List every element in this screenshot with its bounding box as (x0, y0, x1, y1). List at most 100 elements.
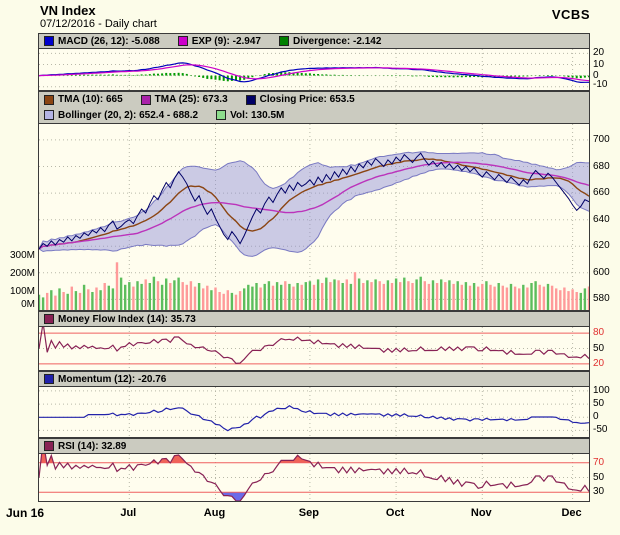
mfi-swatch (44, 314, 54, 324)
volume-axis-label: 200M (9, 268, 35, 279)
momentum-legend-text: Momentum (12): -20.76 (58, 373, 167, 385)
legend-item-tma10: TMA (10): 665 (44, 94, 123, 105)
axis-label: 580 (593, 293, 610, 305)
macd-swatch (44, 36, 54, 46)
axis-label: 660 (593, 187, 610, 199)
page-title: VN Index (40, 3, 96, 18)
closing-price-swatch (245, 94, 256, 105)
axis-label: 70 (593, 456, 605, 468)
tma25-swatch (140, 94, 151, 105)
chart-subtitle: 07/12/2016 - Daily chart (40, 18, 157, 30)
legend-item-divergence: Divergence: -2.142 (279, 36, 381, 47)
plot-momentum-svg (39, 387, 589, 437)
momentum-plot (38, 386, 590, 438)
axis-label: 20 (593, 47, 605, 59)
bollinger-swatch (44, 110, 54, 121)
tma10-legend-text: TMA (10): 665 (58, 94, 123, 106)
exp-swatch (177, 36, 188, 46)
macd-plot (38, 48, 590, 91)
legend-item-tma25: TMA (25): 673.3 (140, 94, 228, 106)
volume-axis-label: 0M (21, 299, 35, 310)
legend-item-closing-price: Closing Price: 653.5 (245, 94, 355, 106)
axis-label: 680 (593, 160, 610, 172)
axis-label: 0 (593, 411, 599, 423)
rsi-panel: RSI (14): 32.89 70 50 30 (0, 438, 620, 502)
momentum-swatch (44, 374, 54, 384)
plot-rsi-svg (39, 454, 589, 501)
divergence-legend-text: Divergence: -2.142 (293, 35, 382, 47)
rsi-legend-text: RSI (14): 32.89 (58, 440, 127, 452)
volume-axis-label: 100M (9, 286, 35, 297)
axis-label: -50 (593, 424, 608, 436)
axis-label: 700 (593, 133, 610, 145)
closing-price-legend-text: Closing Price: 653.5 (259, 94, 355, 106)
axis-label: 30 (593, 486, 605, 498)
legend-item-macd: MACD (26, 12): -5.088 (44, 36, 160, 47)
mfi-panel: Money Flow Index (14): 35.73 80 50 20 (0, 311, 620, 371)
axis-label: 50 (593, 398, 605, 410)
volume-legend-text: Vol: 130.5M (230, 109, 285, 121)
momentum-left-gutter (0, 386, 38, 438)
plot-macd-svg (39, 49, 589, 90)
axis-label: 20 (593, 357, 605, 369)
axis-label: 50 (593, 342, 605, 354)
momentum-axis: 100 50 0 -50 (590, 386, 620, 438)
brand-logo: VCBS (551, 7, 590, 22)
macd-left-gutter (0, 48, 38, 91)
legend-item-volume: Vol: 130.5M (216, 110, 284, 121)
axis-label: 620 (593, 240, 610, 252)
legend-item-rsi: RSI (14): 32.89 (44, 441, 126, 452)
divergence-swatch (279, 36, 289, 46)
x-axis-month-aug: Aug (203, 507, 226, 519)
volume-axis-label: 300M (9, 250, 35, 261)
axis-label: 80 (593, 327, 605, 339)
macd-axis: 20 10 0 -10 (590, 48, 620, 91)
legend-item-bollinger: Bollinger (20, 2): 652.4 - 688.2 (44, 110, 198, 121)
x-axis-month-oct: Oct (385, 507, 405, 519)
axis-label: 600 (593, 266, 610, 278)
bollinger-legend-text: Bollinger (20, 2): 652.4 - 688.2 (58, 109, 199, 121)
mfi-legend-text: Money Flow Index (14): 35.73 (58, 313, 196, 325)
tma25-legend-text: TMA (25): 673.3 (154, 94, 228, 106)
plot-price-svg (39, 124, 589, 310)
rsi-axis: 70 50 30 (590, 453, 620, 502)
x-axis-month-sep: Sep (298, 507, 319, 519)
price-plot (38, 123, 590, 311)
price-legend-row2: Bollinger (20, 2): 652.4 - 688.2 Vol: 13… (44, 108, 584, 124)
axis-label: 50 (593, 471, 605, 483)
x-axis-month-jul: Jul (120, 507, 137, 519)
x-axis-month-dec: Dec (561, 507, 582, 519)
momentum-panel: Momentum (12): -20.76 100 50 0 -50 (0, 371, 620, 438)
macd-legend-text: MACD (26, 12): -5.088 (58, 35, 160, 47)
volume-swatch (216, 110, 227, 121)
rsi-legend: RSI (14): 32.89 (38, 438, 590, 453)
rsi-swatch (44, 441, 54, 451)
axis-label: 100 (593, 385, 610, 396)
volume-axis: 300M 200M 100M 0M (0, 123, 38, 311)
macd-legend: MACD (26, 12): -5.088 EXP (9): -2.947 Di… (38, 33, 590, 48)
mfi-plot (38, 326, 590, 371)
macd-panel: MACD (26, 12): -5.088 EXP (9): -2.947 Di… (0, 33, 620, 91)
mfi-left-gutter (0, 326, 38, 371)
mfi-legend: Money Flow Index (14): 35.73 (38, 311, 590, 326)
x-axis: Jun 16 Jul Aug Sep Oct Nov Dec (0, 502, 620, 535)
price-panel: TMA (10): 665 TMA (25): 673.3 Closing Pr… (0, 91, 620, 311)
rsi-left-gutter (0, 453, 38, 502)
axis-label: -10 (593, 79, 608, 90)
tma10-swatch (44, 94, 54, 105)
legend-item-exp: EXP (9): -2.947 (177, 35, 261, 47)
rsi-plot (38, 453, 590, 502)
x-axis-year-label: Jun 16 (6, 506, 45, 520)
plot-mfi-svg (39, 327, 589, 370)
chart-header: VN Index 07/12/2016 - Daily chart VCBS (0, 0, 620, 33)
x-axis-month-nov: Nov (470, 507, 492, 519)
legend-item-momentum: Momentum (12): -20.76 (44, 374, 166, 385)
momentum-legend: Momentum (12): -20.76 (38, 371, 590, 386)
legend-item-mfi: Money Flow Index (14): 35.73 (44, 314, 196, 325)
axis-label: 640 (593, 213, 610, 225)
exp-legend-text: EXP (9): -2.947 (191, 35, 261, 47)
axis-label: 10 (593, 58, 605, 70)
price-legend-row1: TMA (10): 665 TMA (25): 673.3 Closing Pr… (44, 92, 584, 108)
